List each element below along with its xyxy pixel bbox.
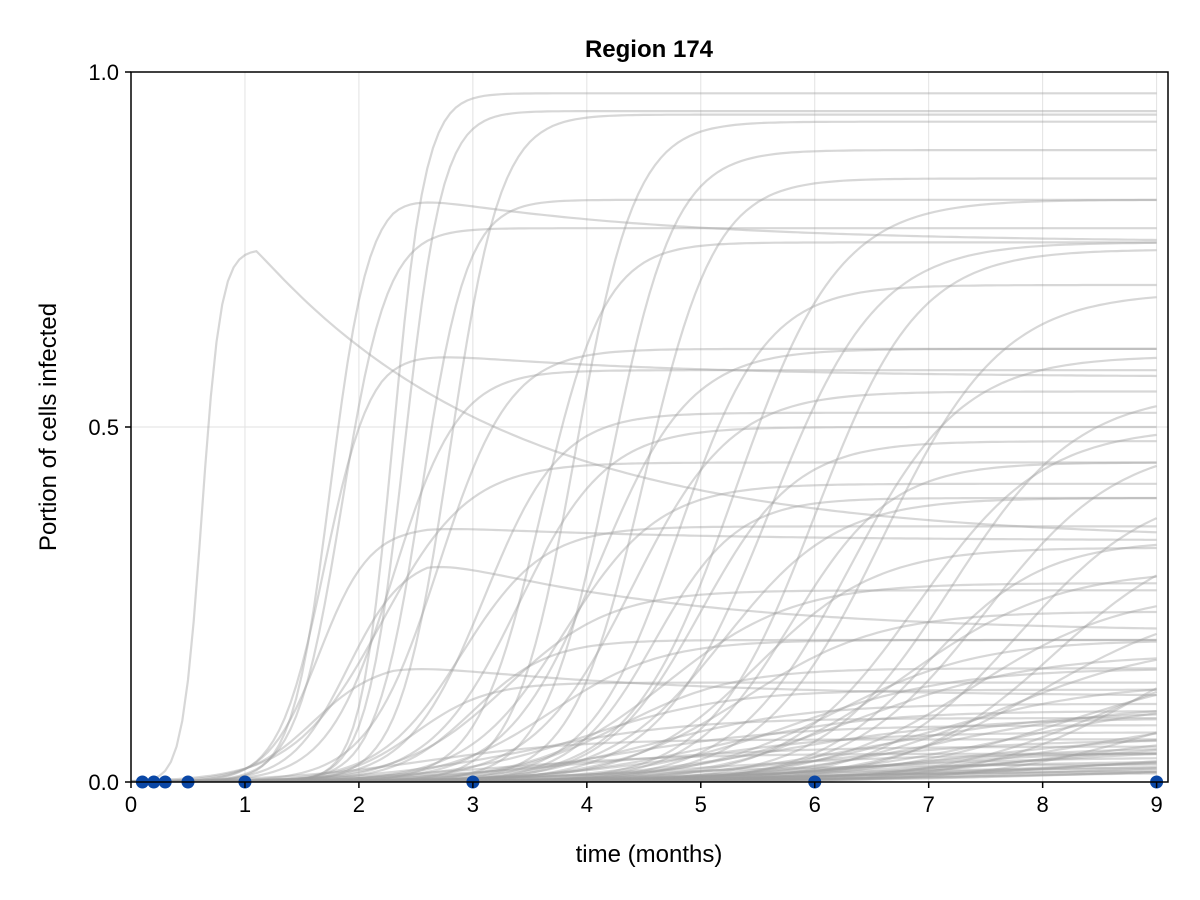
x-tick-label: 5 — [695, 792, 707, 817]
x-tick-label: 6 — [809, 792, 821, 817]
x-axis-label: time (months) — [576, 841, 723, 868]
y-tick-label: 1.0 — [88, 60, 119, 85]
x-tick-label: 9 — [1150, 792, 1162, 817]
y-tick-label: 0.5 — [88, 415, 119, 440]
x-tick-label: 2 — [353, 792, 365, 817]
x-tick-label: 3 — [467, 792, 479, 817]
x-tick-label: 1 — [239, 792, 251, 817]
y-axis-label: Portion of cells infected — [35, 303, 62, 551]
x-tick-label: 7 — [923, 792, 935, 817]
x-tick-label: 0 — [125, 792, 137, 817]
y-tick-label: 0.0 — [88, 770, 119, 795]
chart-title: Region 174 — [585, 36, 714, 63]
x-tick-label: 4 — [581, 792, 593, 817]
x-tick-label: 8 — [1037, 792, 1049, 817]
